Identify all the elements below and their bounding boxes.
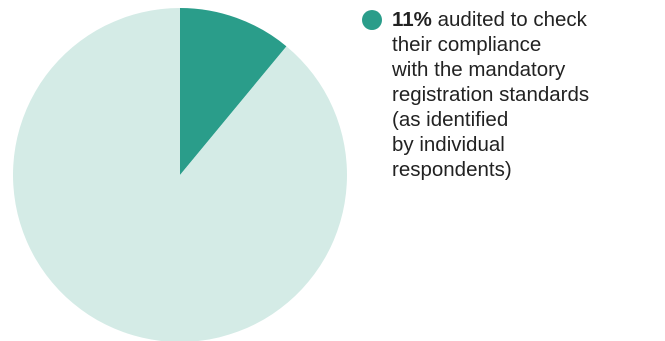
pie-chart bbox=[13, 8, 347, 341]
pie-slice-audited bbox=[180, 8, 287, 175]
legend-value: 11% bbox=[392, 8, 432, 31]
legend-swatch bbox=[362, 10, 382, 30]
legend-text-line: by individual bbox=[392, 133, 505, 156]
legend-first-line: 11% audited to check bbox=[392, 7, 662, 32]
legend-item: 11% audited to check their compliance wi… bbox=[362, 7, 662, 182]
legend-text-line: their compliance bbox=[392, 33, 542, 56]
legend: 11% audited to check their compliance wi… bbox=[362, 7, 662, 182]
legend-text-line: registration standards bbox=[392, 83, 590, 106]
legend-text-line: respondents) bbox=[392, 158, 512, 181]
legend-text-line: (as identified bbox=[392, 108, 509, 131]
pie-slice-remainder bbox=[13, 8, 347, 341]
legend-text-line: with the mandatory bbox=[392, 58, 566, 81]
legend-text-line: audited to check bbox=[437, 8, 587, 31]
